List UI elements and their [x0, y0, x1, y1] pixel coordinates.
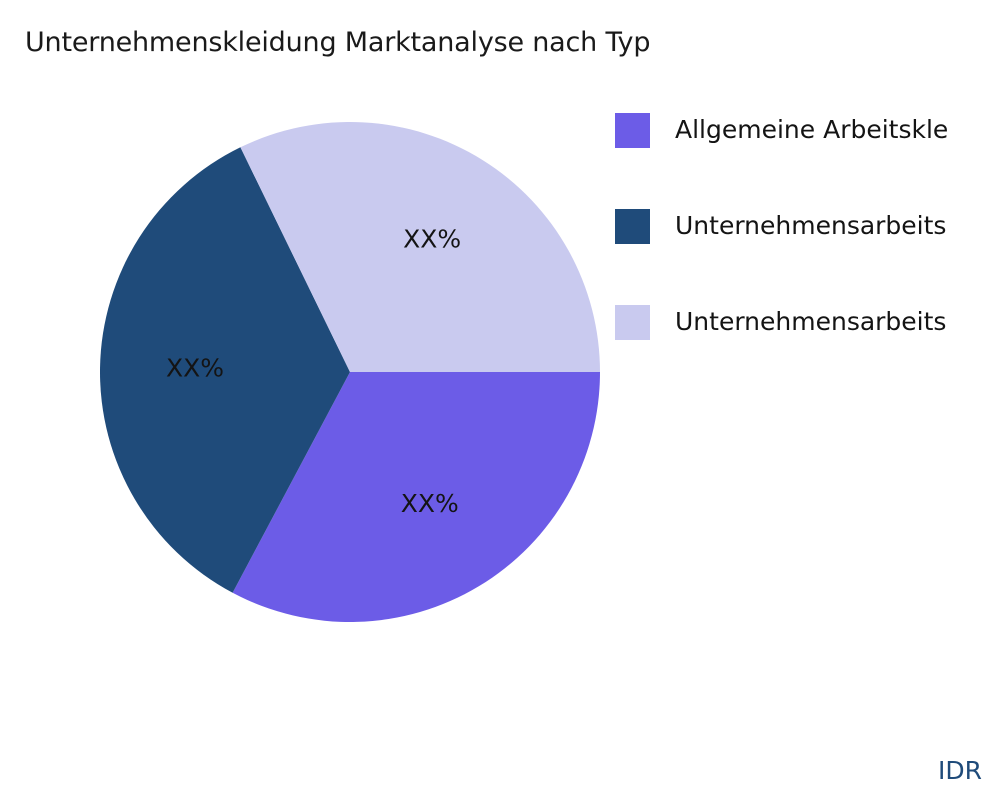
pie-slice-2[interactable] — [240, 121, 601, 372]
legend-item-1[interactable]: Unternehmensarbeits — [615, 204, 1000, 300]
currency-unit-label: IDR — [938, 756, 982, 785]
legend: Allgemeine Arbeitskle Unternehmensarbeit… — [615, 108, 1000, 396]
legend-item-0[interactable]: Allgemeine Arbeitskle — [615, 108, 1000, 204]
pie-slice-1[interactable] — [99, 147, 350, 593]
legend-item-2[interactable]: Unternehmensarbeits — [615, 300, 1000, 396]
legend-label-2: Unternehmensarbeits — [675, 307, 947, 336]
legend-label-1: Unternehmensarbeits — [675, 211, 947, 240]
legend-swatch-icon-0 — [615, 113, 650, 148]
legend-label-0: Allgemeine Arbeitskle — [675, 115, 949, 144]
pie-slice-0[interactable] — [232, 372, 600, 623]
pie-slice-label-0: XX% — [401, 489, 459, 518]
pie-slices — [99, 121, 601, 623]
legend-swatch-icon-2 — [615, 305, 650, 340]
pie-chart: XX% XX% XX% — [99, 121, 601, 623]
pie-chart-svg: XX% XX% XX% — [99, 121, 601, 623]
pie-slice-labels: XX% XX% XX% — [166, 225, 461, 518]
pie-slice-label-2: XX% — [403, 225, 461, 254]
legend-swatch-icon-1 — [615, 209, 650, 244]
page-title: Unternehmenskleidung Marktanalyse nach T… — [25, 27, 651, 58]
pie-slice-label-1: XX% — [166, 353, 224, 382]
